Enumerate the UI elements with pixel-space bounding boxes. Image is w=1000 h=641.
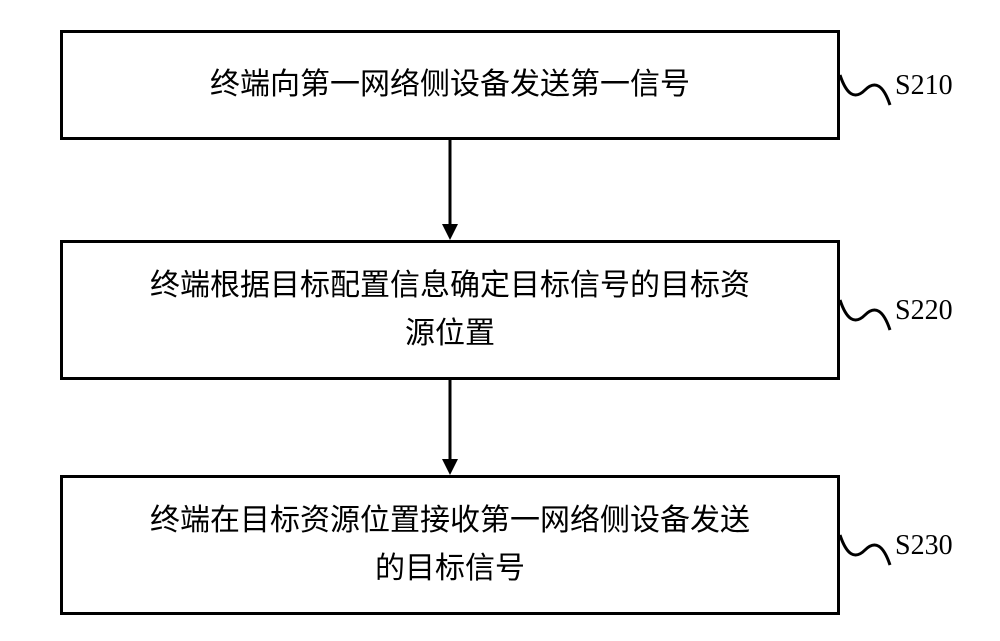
flow-step-label-s230: S230	[895, 530, 953, 562]
flow-step-text: 终端向第一网络侧设备发送第一信号	[210, 61, 690, 109]
label-connector-s220	[840, 290, 895, 340]
flow-step-text: 终端在目标资源位置接收第一网络侧设备发送 的目标信号	[150, 497, 750, 593]
flow-step-label-s210: S210	[895, 70, 953, 102]
label-connector-s210	[840, 65, 895, 115]
flow-step-label-s220: S220	[895, 295, 953, 327]
flow-step-text: 终端根据目标配置信息确定目标信号的目标资 源位置	[150, 262, 750, 358]
flowchart-canvas: 终端向第一网络侧设备发送第一信号 S210 终端根据目标配置信息确定目标信号的目…	[0, 0, 1000, 641]
flow-step-s220: 终端根据目标配置信息确定目标信号的目标资 源位置	[60, 240, 840, 380]
flow-step-s230: 终端在目标资源位置接收第一网络侧设备发送 的目标信号	[60, 475, 840, 615]
flow-step-s210: 终端向第一网络侧设备发送第一信号	[60, 30, 840, 140]
flow-arrow-1	[440, 140, 460, 240]
label-connector-s230	[840, 525, 895, 575]
flow-arrow-2	[440, 380, 460, 475]
